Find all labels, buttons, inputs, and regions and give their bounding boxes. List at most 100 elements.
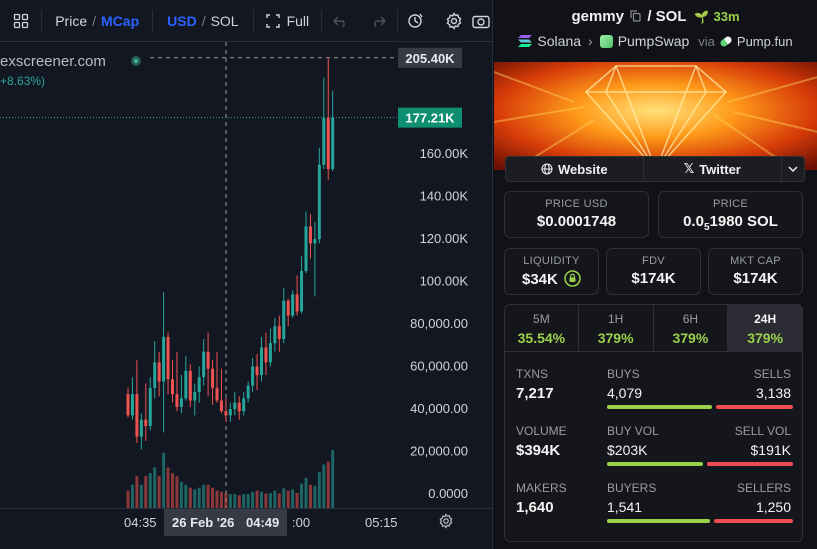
sprout-icon: 🌱	[694, 10, 710, 24]
price-option[interactable]: Price	[55, 12, 88, 29]
launchpad-link[interactable]: Pump.fun	[736, 33, 793, 49]
candle-body	[184, 370, 188, 399]
price-sol-label: PRICE	[712, 198, 749, 210]
snapshot-button[interactable]	[472, 0, 492, 42]
candle-body	[295, 294, 299, 312]
replay-button[interactable]	[398, 0, 435, 42]
high-marker-label: 205.40K	[405, 51, 455, 66]
volume-bar	[242, 494, 246, 508]
price-axis-tick-label: 120.00K	[420, 231, 469, 246]
fullscreen-button[interactable]: Full	[254, 0, 322, 42]
twitter-button[interactable]: 𝕏 Twitter	[644, 157, 782, 181]
volume-label: VOLUME	[516, 424, 567, 438]
volume-bar	[313, 485, 317, 508]
candle-body	[286, 300, 290, 316]
dex-link[interactable]: PumpSwap	[617, 33, 690, 49]
pair-quote: SOL	[655, 8, 687, 25]
candle-body	[273, 326, 277, 344]
candle-body	[308, 226, 312, 244]
currency-toggle[interactable]: USD / SOL	[153, 0, 252, 42]
sellers-label: SELLERS	[736, 481, 791, 495]
token-name: gemmy	[571, 8, 624, 25]
buy-vol-label: BUY VOL	[607, 424, 659, 438]
volume-bar	[135, 476, 139, 508]
volume-bar	[188, 487, 192, 508]
globe-icon	[541, 163, 553, 175]
candle-body	[233, 402, 237, 410]
volume-bar	[326, 461, 330, 508]
candle-body	[331, 117, 335, 170]
volume-bar	[331, 450, 335, 508]
chevron-down-icon	[788, 165, 798, 172]
pumpfun-icon	[718, 34, 733, 48]
candle-body	[148, 387, 152, 427]
price-usd-value: $0.0001748	[536, 213, 617, 230]
candle-body	[251, 366, 255, 386]
sellers-value: 1,250	[755, 499, 791, 515]
sol-option[interactable]: SOL	[210, 12, 239, 29]
chart-canvas: exscreener.com +8.63%) 0.0000 20,000.00 40,0…	[0, 42, 492, 508]
sells-label: SELLS	[753, 367, 791, 381]
website-label: Website	[557, 161, 608, 177]
undo-button[interactable]	[322, 0, 359, 42]
volume-bar	[219, 491, 223, 508]
buyers-ratio-bar	[607, 519, 710, 523]
candle-body	[130, 394, 134, 416]
candle-body	[322, 118, 326, 165]
chain-link[interactable]: Solana	[537, 33, 582, 49]
buyers-value: 1,541	[607, 499, 643, 515]
price-mcap-toggle[interactable]: Price / MCap	[42, 0, 152, 42]
volume-bar	[224, 492, 228, 508]
sells-ratio-bar	[716, 405, 793, 409]
volume-bar	[300, 483, 304, 508]
timeframe-tab-24h[interactable]: 24H 379%	[728, 304, 803, 352]
candle-body	[175, 394, 179, 407]
settings-button[interactable]	[435, 0, 472, 42]
timeframe-change: 379%	[597, 330, 634, 346]
sell-vol-value: $191K	[750, 442, 791, 458]
candle-body	[282, 300, 286, 339]
volume-bar	[233, 494, 237, 508]
mcap-option[interactable]: MCap	[101, 12, 140, 29]
timeframe-tab-5m[interactable]: 5M 35.54%	[504, 304, 579, 352]
copy-icon[interactable]	[630, 10, 641, 22]
volume-bar	[268, 492, 272, 508]
website-button[interactable]: Website	[506, 157, 643, 181]
twitter-label: Twitter	[699, 161, 741, 177]
via-label: via	[698, 33, 715, 49]
buy-vol-ratio-bar	[607, 462, 703, 466]
toolbar-divider	[396, 9, 398, 32]
candle-body	[153, 362, 157, 388]
lock-icon	[564, 270, 581, 287]
volume-bar	[184, 484, 188, 508]
more-links-button[interactable]	[782, 157, 804, 181]
volume-bar	[304, 477, 308, 508]
price-axis-tick-label: 0.0000	[428, 486, 468, 501]
redo-button[interactable]	[359, 0, 396, 42]
candle-body	[268, 343, 272, 363]
pair-age: 33m	[713, 9, 740, 24]
usd-option[interactable]: USD	[167, 12, 197, 29]
mkt-cap-box: MKT CAP $174K	[708, 248, 803, 295]
volume-bar	[251, 491, 255, 508]
candle-body	[215, 387, 219, 401]
price-axis-tick-label: 160.00K	[420, 146, 469, 161]
txns-label: TXNS	[516, 367, 549, 381]
axis-settings-icon[interactable]	[438, 513, 454, 532]
sells-value: 3,138	[755, 385, 791, 401]
chart-panel[interactable]: Price / MCap USD / SOL Full	[0, 0, 492, 549]
volume-bar	[282, 488, 286, 508]
timeframe-tab-6h[interactable]: 6H 379%	[653, 304, 729, 352]
candle-body	[255, 366, 259, 376]
buyers-label: BUYERS	[607, 481, 657, 495]
candlestick-chart[interactable]: exscreener.com +8.63%) 0.0000 20,000.00 40,0…	[0, 42, 492, 508]
price-usd-box: PRICE USD $0.0001748	[504, 191, 649, 238]
volume-bar	[175, 476, 179, 508]
fdv-value: $174K	[631, 270, 676, 287]
timeframe-tab-1h[interactable]: 1H 379%	[578, 304, 654, 352]
volume-bar	[317, 472, 321, 508]
candle-body	[224, 411, 228, 416]
indicators-grid-icon[interactable]	[0, 0, 41, 42]
candle-body	[313, 239, 317, 244]
